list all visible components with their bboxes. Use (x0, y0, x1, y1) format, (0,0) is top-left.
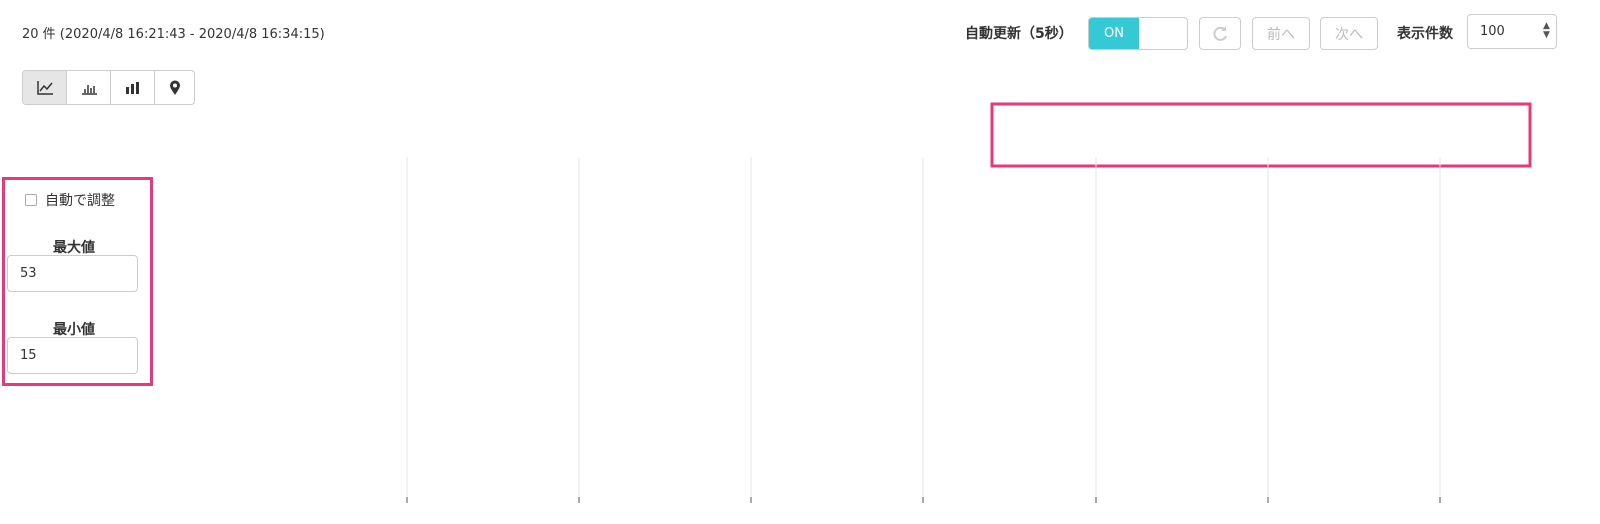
record-count: 20 件 (2020/4/8 16:21:43 - 2020/4/8 16:34… (22, 27, 325, 42)
icon (81, 84, 97, 95)
auto-update-label: 自動更新（5秒） (965, 26, 1073, 42)
page-size-label: 表示件数 (1397, 26, 1453, 42)
stacked-chart-button[interactable] (111, 71, 155, 104)
line-chart-button[interactable] (23, 71, 67, 104)
next-button[interactable]: 次へ (1320, 17, 1378, 50)
scale-panel: 自動で調整 最大値 53 最小値 15 (2, 177, 153, 386)
min-input[interactable]: 15 (7, 337, 138, 374)
vertical-grid (406, 157, 1441, 497)
max-label: 最大値 (53, 240, 95, 256)
icon (125, 81, 139, 94)
select-arrows: ▲ ▼ (1543, 21, 1550, 40)
icon (36, 80, 53, 95)
auto-adjust-checkbox[interactable] (25, 194, 37, 206)
max-input[interactable]: 53 (7, 255, 138, 292)
chart-type-group (22, 70, 195, 105)
icon (169, 80, 180, 95)
refresh-icon: 1520253035404550batrstemphumitypelatlonx… (1213, 25, 1227, 41)
refresh-button[interactable]: 1520253035404550batrstemphumitypelatlonx… (1199, 17, 1241, 50)
map-button[interactable] (155, 71, 194, 104)
toggle[interactable]: ON (1088, 17, 1188, 50)
toggle-on[interactable]: ON (1089, 18, 1139, 49)
x-tick-marks (406, 497, 1441, 503)
auto-adjust-label: 自動で調整 (45, 193, 115, 209)
bar-chart-button[interactable] (67, 71, 111, 104)
legend-box (990, 102, 1532, 168)
min-label: 最小値 (53, 322, 95, 338)
prev-button[interactable]: 前へ (1252, 17, 1310, 50)
page-size-select[interactable]: 100 (1467, 14, 1557, 49)
